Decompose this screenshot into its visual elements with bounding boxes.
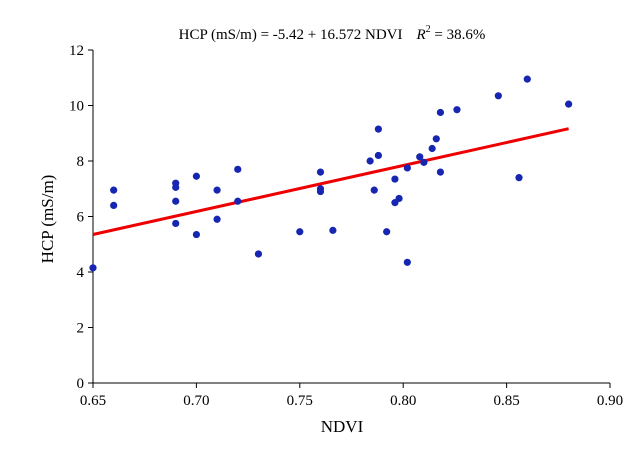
data-point: [192, 230, 200, 239]
data-point: [89, 264, 97, 272]
x-tick-label: 0.80: [390, 393, 416, 409]
x-tick-label: 0.65: [80, 393, 106, 409]
equation-text: HCP (mS/m) = -5.42 + 16.572 NDVI: [179, 27, 403, 43]
data-point: [416, 153, 424, 161]
data-point: [403, 164, 411, 172]
data-point: [403, 258, 411, 266]
data-point: [391, 175, 399, 183]
data-point: [234, 165, 242, 173]
data-point: [316, 168, 325, 176]
x-tick-label: 0.85: [493, 393, 519, 409]
data-point: [395, 194, 403, 203]
data-point: [428, 144, 436, 153]
data-point: [329, 226, 337, 234]
y-tick-label: 10: [69, 99, 84, 115]
data-points: [89, 75, 573, 272]
r-squared-value: = 38.6%: [431, 27, 486, 43]
data-point: [432, 135, 440, 143]
data-point: [453, 106, 461, 114]
data-point: [436, 108, 445, 117]
data-point: [172, 183, 180, 191]
x-tick-label: 0.70: [183, 393, 209, 409]
y-tick-label: 6: [77, 210, 85, 226]
data-point: [515, 174, 523, 182]
data-point: [494, 92, 502, 100]
y-tick-label: 8: [77, 154, 85, 170]
y-tick-label: 2: [77, 321, 85, 337]
r-squared-superscript: 2: [426, 24, 431, 35]
data-point: [565, 100, 573, 108]
data-point: [370, 186, 378, 194]
y-tick-label: 0: [77, 376, 85, 392]
data-point: [213, 215, 221, 223]
y-tick-label: 12: [69, 43, 84, 59]
data-point: [366, 157, 374, 165]
x-axis-ticks: 0.65 0.70 0.75 0.80 0.85 0.90: [80, 383, 623, 409]
data-point: [383, 228, 391, 236]
data-point: [436, 168, 445, 176]
data-point: [296, 228, 304, 236]
regression-line: [92, 127, 569, 236]
data-point: [316, 187, 325, 196]
r-squared-symbol: R: [415, 27, 425, 43]
regression-line-group: [92, 127, 569, 236]
y-axis-ticks: 0 2 4 6 8 10 12: [69, 43, 93, 392]
data-point: [374, 151, 382, 160]
x-axis-title: NDVI: [321, 417, 364, 436]
x-tick-label: 0.90: [597, 393, 623, 409]
regression-equation: HCP (mS/m) = -5.42 + 16.572 NDVI R2 = 38.…: [179, 24, 486, 43]
data-point: [213, 186, 221, 194]
y-tick-label: 4: [77, 265, 85, 281]
data-point: [110, 186, 118, 194]
data-point: [523, 75, 531, 83]
y-axis-title: HCP (mS/m): [38, 175, 57, 264]
data-point: [110, 201, 118, 209]
data-point: [192, 172, 200, 180]
data-point: [234, 197, 242, 205]
x-tick-label: 0.75: [287, 393, 313, 409]
data-point: [172, 219, 180, 228]
data-point: [374, 125, 382, 133]
data-point: [420, 158, 428, 166]
data-point: [254, 250, 263, 258]
data-point: [172, 197, 180, 205]
